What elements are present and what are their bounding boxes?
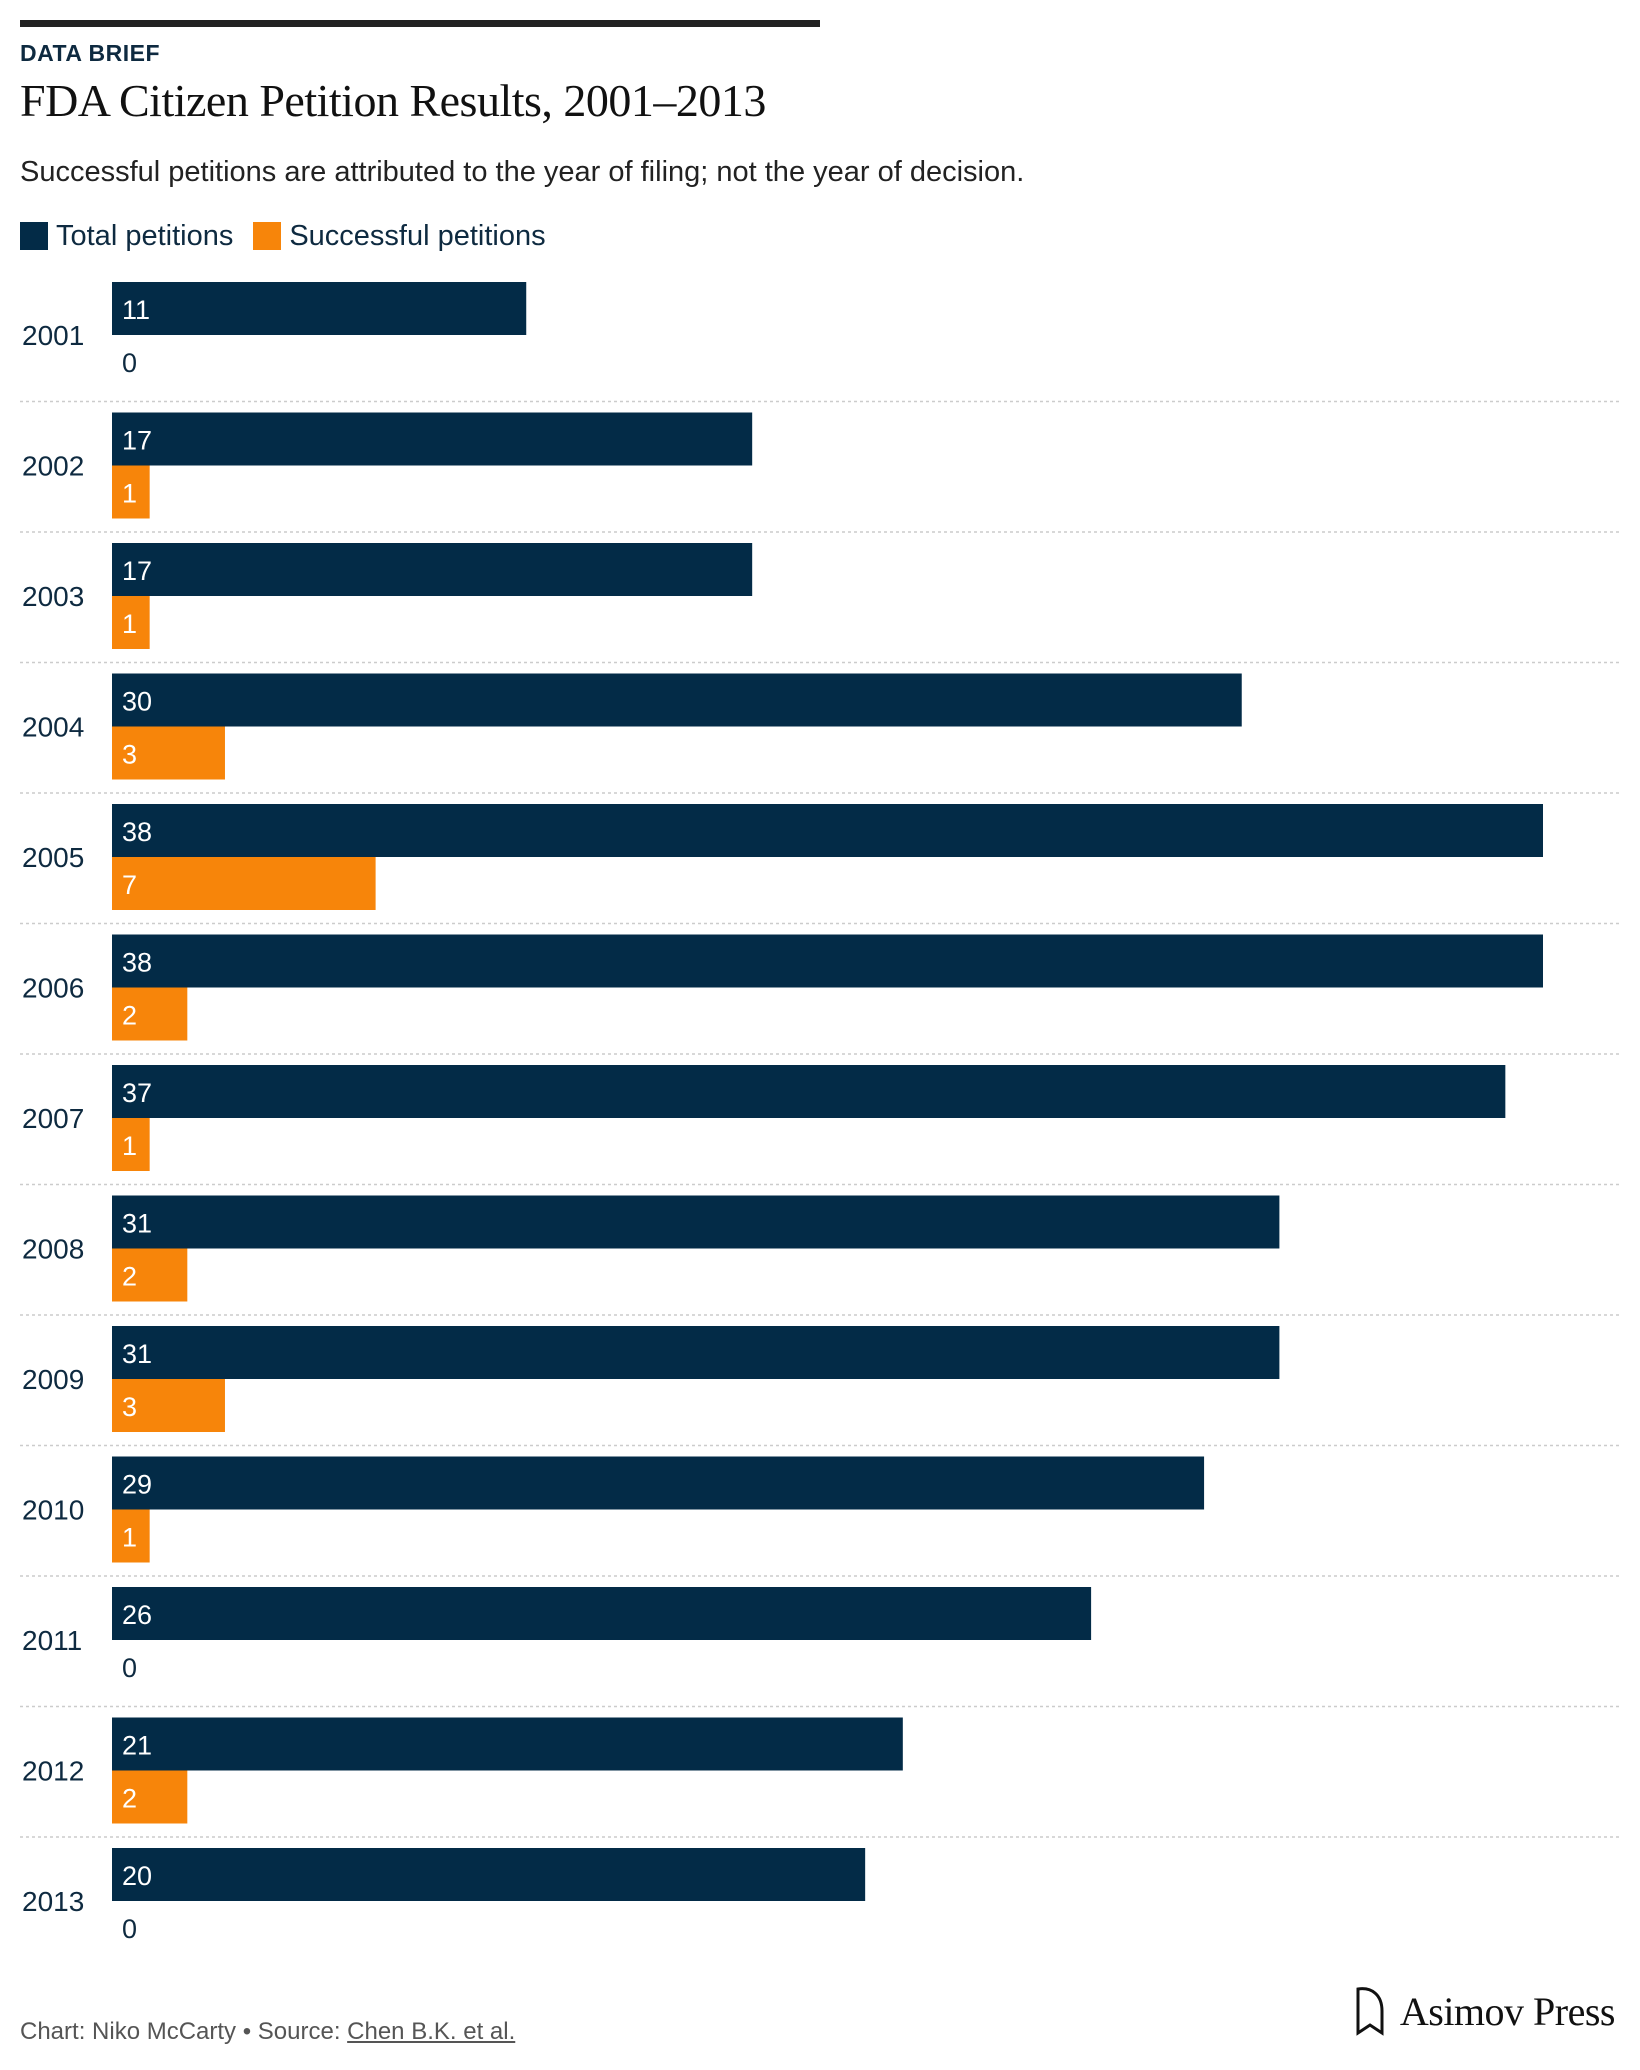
year-label: 2007 — [22, 1103, 84, 1134]
data-label-successful: 1 — [122, 1523, 137, 1553]
bar-total — [112, 1326, 1280, 1379]
bar-successful — [112, 987, 188, 1041]
data-label-successful: 7 — [122, 870, 137, 900]
bar-successful — [112, 465, 150, 519]
bar-total — [112, 1587, 1092, 1640]
year-label: 2001 — [22, 320, 84, 351]
data-label-total: 21 — [122, 1731, 152, 1761]
year-label: 2012 — [22, 1756, 84, 1787]
data-label-total: 20 — [122, 1861, 152, 1891]
data-label-successful: 2 — [122, 1262, 137, 1292]
chart-title: FDA Citizen Petition Results, 2001–2013 — [20, 75, 766, 126]
data-label-successful: 1 — [122, 479, 137, 509]
data-label-total: 37 — [122, 1078, 152, 1108]
kicker-label: DATA BRIEF — [20, 40, 161, 66]
bar-successful — [112, 1770, 188, 1824]
bar-total — [112, 282, 527, 335]
year-label: 2004 — [22, 712, 84, 743]
legend-swatch-successful — [253, 222, 282, 250]
year-label: 2003 — [22, 581, 84, 612]
bar-successful — [112, 1248, 188, 1302]
data-label-total: 31 — [122, 1209, 152, 1239]
year-label: 2013 — [22, 1886, 84, 1917]
chart-legend: Total petitions Successful petitions — [20, 220, 566, 252]
legend-item-successful: Successful petitions — [253, 219, 546, 253]
data-label-successful: 3 — [122, 740, 137, 770]
data-label-successful: 2 — [122, 1001, 137, 1031]
bar-total — [112, 1456, 1205, 1510]
bar-total — [112, 673, 1242, 727]
data-label-total: 31 — [122, 1339, 152, 1369]
data-label-successful: 1 — [122, 1131, 137, 1161]
bar-total — [112, 1717, 903, 1771]
data-label-successful: 1 — [122, 609, 137, 639]
year-label: 2008 — [22, 1234, 84, 1265]
brand-name: Asimov Press — [1399, 1988, 1616, 2034]
year-label: 2010 — [22, 1495, 84, 1526]
brand-logo: Asimov Press — [1350, 1985, 1616, 2037]
data-label-total: 38 — [122, 948, 152, 978]
bookmark-icon — [1356, 1987, 1384, 2036]
legend-label-total: Total petitions — [56, 219, 234, 252]
legend-item-total: Total petitions — [20, 220, 233, 253]
bar-successful — [112, 857, 376, 910]
data-label-successful: 0 — [122, 1653, 137, 1683]
data-label-successful: 0 — [122, 348, 137, 378]
top-rule — [20, 20, 820, 27]
bar-total — [112, 1848, 866, 1901]
bar-successful — [112, 726, 225, 780]
bar-total — [112, 543, 753, 596]
chart-subtitle: Successful petitions are attributed to t… — [20, 156, 1025, 188]
year-label: 2009 — [22, 1364, 84, 1395]
data-label-total: 30 — [122, 687, 152, 717]
source-link[interactable]: Chen B.K. et al. — [347, 2018, 516, 2045]
bar-successful — [112, 1118, 150, 1171]
data-label-successful: 3 — [122, 1392, 137, 1422]
data-label-total: 38 — [122, 817, 152, 847]
legend-swatch-total — [20, 222, 48, 250]
data-label-successful: 2 — [122, 1784, 137, 1814]
year-label: 2006 — [22, 973, 84, 1004]
bar-total — [112, 1065, 1506, 1118]
legend-label-successful: Successful petitions — [289, 219, 546, 252]
data-label-total: 29 — [122, 1470, 152, 1500]
data-label-total: 11 — [122, 295, 150, 325]
bar-successful — [112, 1379, 225, 1432]
bar-successful — [112, 596, 150, 649]
data-label-successful: 0 — [122, 1914, 137, 1944]
year-label: 2011 — [22, 1625, 82, 1656]
data-label-total: 17 — [122, 556, 152, 586]
data-label-total: 26 — [122, 1600, 152, 1630]
bar-total — [112, 804, 1543, 857]
bar-successful — [112, 1509, 150, 1563]
bar-total — [112, 412, 753, 466]
bar-total — [112, 1195, 1280, 1249]
bar-total — [112, 934, 1543, 988]
chart-credit: Chart: Niko McCarty • Source: Chen B.K. … — [20, 2018, 515, 2046]
year-label: 2005 — [22, 842, 84, 873]
bar-chart: 2001110200217120031712004303200538720063… — [20, 282, 1620, 1944]
year-label: 2002 — [22, 451, 84, 482]
data-label-total: 17 — [122, 426, 152, 456]
credit-prefix: Chart: Niko McCarty • Source: — [20, 2018, 348, 2045]
